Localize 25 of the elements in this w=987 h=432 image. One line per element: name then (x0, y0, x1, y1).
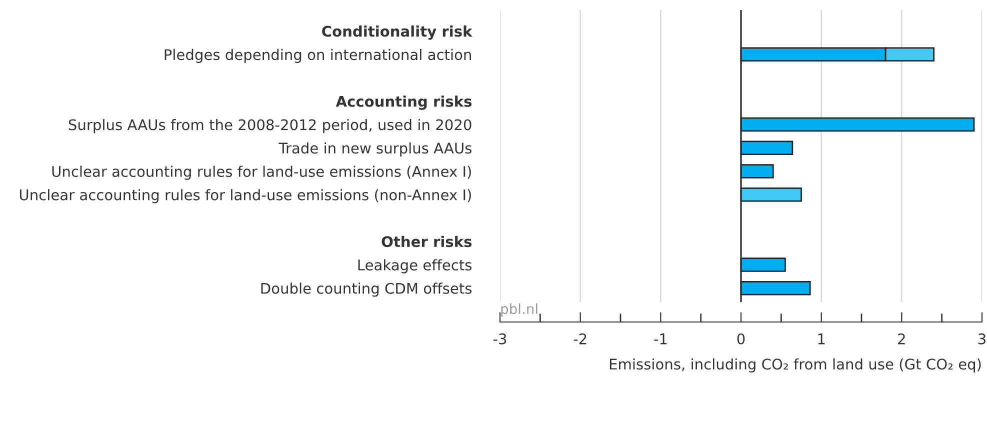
text: pbl.nl (501, 303, 538, 317)
x-tick-label: 3 (978, 333, 986, 344)
bar (740, 140, 794, 156)
bar (740, 188, 802, 202)
x-axis-title: Emissions, including CO₂ from land use (Gt CO₂ eq) (610, 358, 981, 372)
bar (740, 164, 774, 178)
y-tick-label: Accounting risks (336, 96, 472, 110)
y-tick-label: Surplus AAUs from the 2008-2012 period, used in 2020 (68, 118, 472, 134)
bar (740, 280, 811, 296)
x-tick-label: -1 (654, 334, 667, 344)
x-tick-label: 0 (737, 333, 745, 344)
y-tick-label: Pledges depending on international action (164, 48, 471, 63)
y-tick-label: Leakage effects (358, 259, 472, 274)
y-tick-label: Unclear accounting rules for land-use emissions (Annex I) (52, 166, 471, 180)
x-tick-label: 2 (898, 333, 905, 344)
bar (740, 258, 786, 272)
y-tick-label: Double counting CDM offsets (261, 282, 472, 297)
x-tick-label: -2 (574, 333, 586, 344)
y-tick-label: Conditionality risk (322, 25, 472, 40)
x-tick-label: 1 (818, 334, 825, 344)
y-tick-label: Other risks (382, 236, 472, 248)
y-tick-label: Unclear accounting rules for land-use emissions (non-Annex I) (20, 189, 471, 204)
bar (740, 117, 975, 132)
x-tick-label: -3 (493, 333, 506, 344)
y-tick-label: Trade in new surplus AAUs (278, 142, 472, 156)
